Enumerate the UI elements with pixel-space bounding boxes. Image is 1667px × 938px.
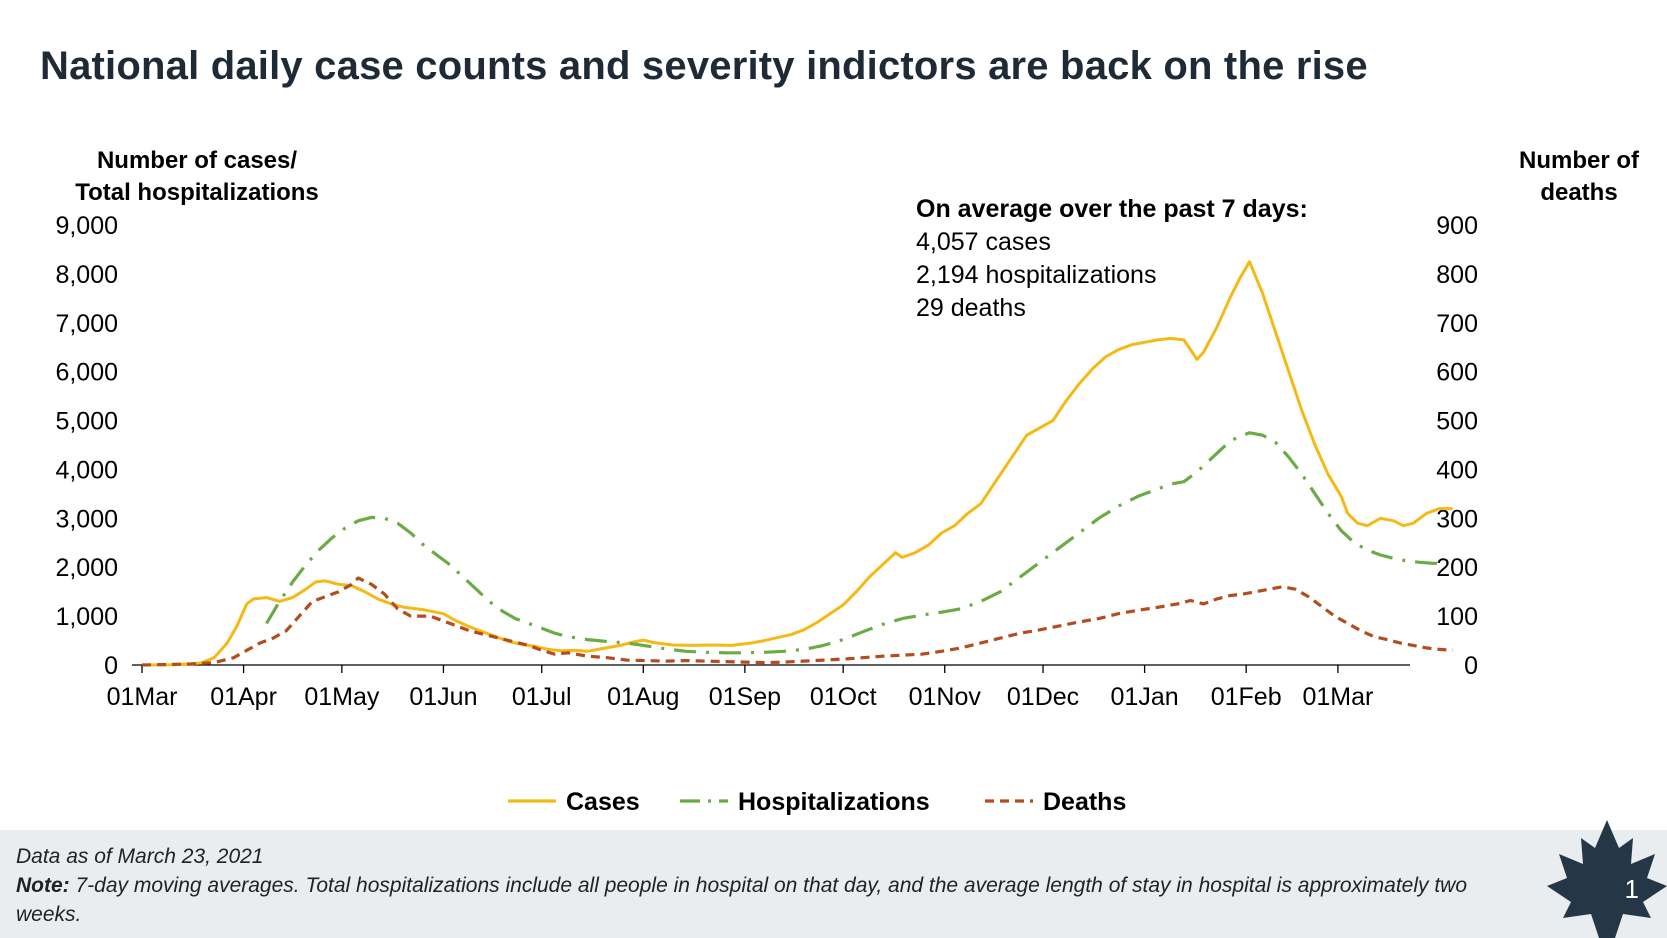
x-tick-label: 01Apr	[210, 683, 277, 711]
x-tick-label: 01Jul	[512, 683, 572, 711]
y-left-tick-label: 7,000	[55, 310, 118, 338]
x-tick-label: 01Aug	[607, 683, 679, 711]
y-left-tick-label: 8,000	[55, 261, 118, 289]
y-left-tick-label: 1,000	[55, 603, 118, 631]
annotation-heading: On average over the past 7 days:	[916, 195, 1308, 223]
y-left-tick-label: 3,000	[55, 505, 118, 533]
y-left-tick-label: 0	[104, 652, 118, 680]
y-left-tick-label: 2,000	[55, 554, 118, 582]
footer-note-label: Note:	[16, 874, 70, 897]
maple-leaf-icon	[1547, 820, 1667, 938]
page-title: National daily case counts and severity …	[40, 44, 1368, 88]
line-chart: 01Mar 01Apr 01May 01Jun 01Jul 01Aug 01Sep 01Oct…	[55, 212, 1478, 816]
x-tick-label: 01Mar	[1302, 683, 1373, 711]
chart-legend: Cases Hospitalizations Deaths	[508, 788, 1126, 816]
y-left-tick-label: 4,000	[55, 456, 118, 484]
y-right-tick-label: 400	[1436, 456, 1478, 484]
x-tick-label: 01Oct	[810, 683, 877, 711]
footer-date-line: Data as of March 23, 2021	[16, 845, 264, 868]
y-right-tick-label: 0	[1464, 652, 1478, 680]
x-tick-label: 01Mar	[107, 683, 178, 711]
y-right-tick-label: 200	[1436, 554, 1478, 582]
y-right-tick-label: 600	[1436, 359, 1478, 387]
annotation-hospitalizations: 2,194 hospitalizations	[916, 261, 1157, 289]
legend-label-cases: Cases	[566, 788, 640, 816]
left-axis-title: Number of cases/ Total hospitalizations	[52, 145, 342, 209]
y-right-tick-label: 700	[1436, 310, 1478, 338]
footer-note-text: 7-day moving averages. Total hospitaliza…	[16, 874, 1468, 926]
footer-note-panel: Data as of March 23, 2021 Note: 7-day mo…	[0, 830, 1667, 938]
x-tick-label: 01Feb	[1211, 683, 1282, 711]
y-left-tick-label: 6,000	[55, 359, 118, 387]
x-tick-label: 01Dec	[1007, 683, 1079, 711]
footer-note: Note: 7-day moving averages. Total hospi…	[16, 871, 1516, 929]
annotation-deaths: 29 deaths	[916, 294, 1026, 322]
chart-series-lines	[141, 260, 1453, 667]
y-left-tick-label: 5,000	[55, 408, 118, 436]
series-line-cases	[141, 260, 1453, 667]
seven-day-average-annotation: On average over the past 7 days: 4,057 c…	[916, 193, 1308, 325]
x-tick-label: 01Sep	[709, 683, 781, 711]
y-left-tick-label: 9,000	[55, 212, 118, 240]
footer-text: Data as of March 23, 2021 Note: 7-day mo…	[16, 842, 1516, 929]
series-line-deaths	[141, 576, 1453, 667]
legend-label-deaths: Deaths	[1043, 788, 1126, 816]
annotation-cases: 4,057 cases	[916, 228, 1051, 256]
right-axis-title-line-2: deaths	[1540, 179, 1618, 206]
y-right-tick-label: 100	[1436, 603, 1478, 631]
page-number: 1	[1624, 874, 1639, 904]
chart-axes: 01Mar 01Apr 01May 01Jun 01Jul 01Aug 01Sep 01Oct…	[55, 212, 1478, 711]
x-tick-label: 01Nov	[909, 683, 982, 711]
y-right-tick-label: 900	[1436, 212, 1478, 240]
y-right-tick-label: 500	[1436, 408, 1478, 436]
x-tick-label: 01Jun	[409, 683, 477, 711]
x-tick-label: 01May	[304, 683, 380, 711]
right-axis-title-line-1: Number of	[1519, 147, 1639, 174]
left-axis-title-line-2: Total hospitalizations	[75, 179, 319, 206]
y-right-tick-label: 800	[1436, 261, 1478, 289]
x-tick-label: 01Jan	[1111, 683, 1179, 711]
legend-label-hospitalizations: Hospitalizations	[738, 788, 930, 816]
right-axis-title: Number of deaths	[1499, 145, 1659, 209]
series-line-hospitalizations	[265, 431, 1446, 655]
left-axis-title-line-1: Number of cases/	[96, 147, 298, 174]
